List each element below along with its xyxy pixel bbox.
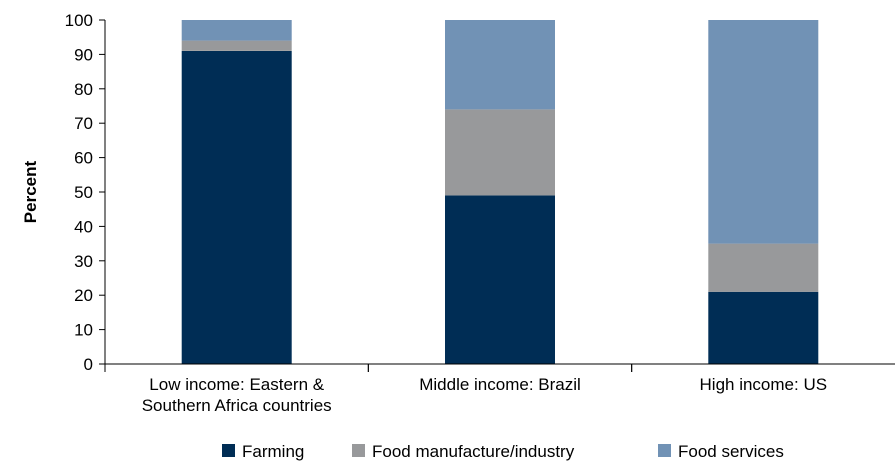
category-label: High income: US (700, 375, 828, 394)
legend-label-0: Farming (242, 442, 304, 461)
bar-segment-food-manufacture-industry-1 (445, 109, 555, 196)
category-label: Low income: Eastern & (149, 375, 324, 394)
bar-segment-food-manufacture-industry-2 (708, 243, 819, 292)
y-tick-label: 20 (74, 286, 93, 305)
bar-segment-food-services-0 (181, 20, 292, 41)
bar-segment-farming-0 (181, 51, 292, 364)
bar-segment-farming-1 (445, 195, 555, 364)
category-label: Middle income: Brazil (419, 375, 581, 394)
y-tick-label: 70 (74, 114, 93, 133)
legend-label-1: Food manufacture/industry (372, 442, 575, 461)
y-tick-label: 100 (65, 11, 93, 30)
bar-segment-food-services-2 (708, 20, 819, 244)
y-tick-label: 40 (74, 217, 93, 236)
legend: Farming Food manufacture/industry Food ser… (222, 442, 784, 461)
bar-segment-food-manufacture-industry-0 (181, 40, 292, 51)
y-tick-label: 30 (74, 252, 93, 271)
legend-swatch-2 (658, 444, 671, 457)
y-axis-title: Percent (21, 160, 40, 223)
y-tick-label: 80 (74, 80, 93, 99)
y-tick-label: 90 (74, 45, 93, 64)
legend-swatch-0 (222, 444, 235, 457)
bar-segment-food-services-1 (445, 20, 555, 110)
y-tick-label: 50 (74, 183, 93, 202)
y-tick-label: 60 (74, 149, 93, 168)
bar-segment-farming-2 (708, 291, 819, 364)
legend-swatch-1 (352, 444, 365, 457)
category-label: Southern Africa countries (142, 396, 332, 415)
y-tick-label: 10 (74, 321, 93, 340)
legend-label-2: Food services (678, 442, 784, 461)
plot-area: Low income: Eastern & Southern Africa cou… (65, 11, 895, 415)
y-tick-label: 0 (84, 355, 93, 374)
